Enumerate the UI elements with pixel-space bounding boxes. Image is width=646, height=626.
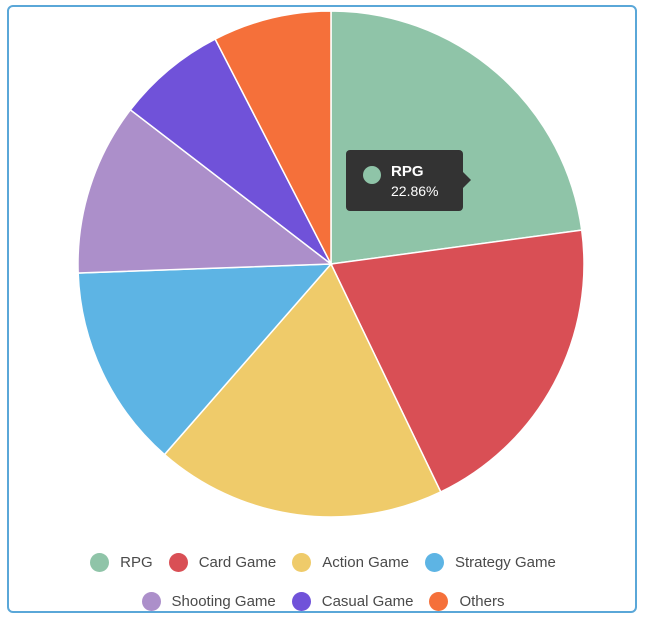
- legend-dot: [141, 591, 161, 611]
- legend-item-rpg[interactable]: RPG: [90, 551, 153, 573]
- legend-row-1: RPG Card Game Action Game Strategy Game: [0, 551, 646, 573]
- legend-label: Casual Game: [321, 592, 414, 610]
- legend-label: Others: [459, 592, 505, 610]
- legend-item-action-game[interactable]: Action Game: [292, 551, 409, 573]
- pie-slice-casual-game[interactable]: [129, 38, 332, 265]
- legend-dot: [292, 552, 312, 572]
- legend-label: Shooting Game: [171, 592, 276, 610]
- legend-dot: [291, 591, 311, 611]
- pie-slice-action-game[interactable]: [163, 262, 442, 518]
- legend-item-casual-game[interactable]: Casual Game: [291, 590, 414, 612]
- tooltip-label: RPG: [391, 163, 424, 180]
- pie-slice-rpg[interactable]: [330, 10, 583, 265]
- tooltip: RPG 22.86%: [346, 150, 471, 211]
- legend-label: Strategy Game: [454, 553, 556, 571]
- legend-label: Action Game: [322, 553, 409, 571]
- legend-item-others[interactable]: Others: [429, 590, 504, 612]
- pie-chart[interactable]: [0, 0, 646, 540]
- legend-dot: [424, 552, 444, 572]
- legend-dot: [429, 591, 449, 611]
- legend-label: RPG: [120, 553, 153, 571]
- legend-item-shooting-game[interactable]: Shooting Game: [141, 590, 276, 612]
- pie-slice-card-game[interactable]: [329, 229, 585, 493]
- legend-row-2: Shooting Game Casual Game Others: [0, 590, 646, 612]
- tooltip-color-dot: [363, 166, 381, 184]
- legend-label: Card Game: [198, 553, 277, 571]
- pie-slice-others[interactable]: [214, 10, 332, 265]
- pie-slice-shooting-game[interactable]: [77, 108, 334, 274]
- pie-slice-strategy-game[interactable]: [77, 263, 333, 456]
- tooltip-value: 22.86%: [391, 183, 439, 199]
- legend-dot: [168, 552, 188, 572]
- legend-item-card-game[interactable]: Card Game: [168, 551, 277, 573]
- legend-dot: [90, 552, 110, 572]
- legend-item-strategy-game[interactable]: Strategy Game: [424, 551, 556, 573]
